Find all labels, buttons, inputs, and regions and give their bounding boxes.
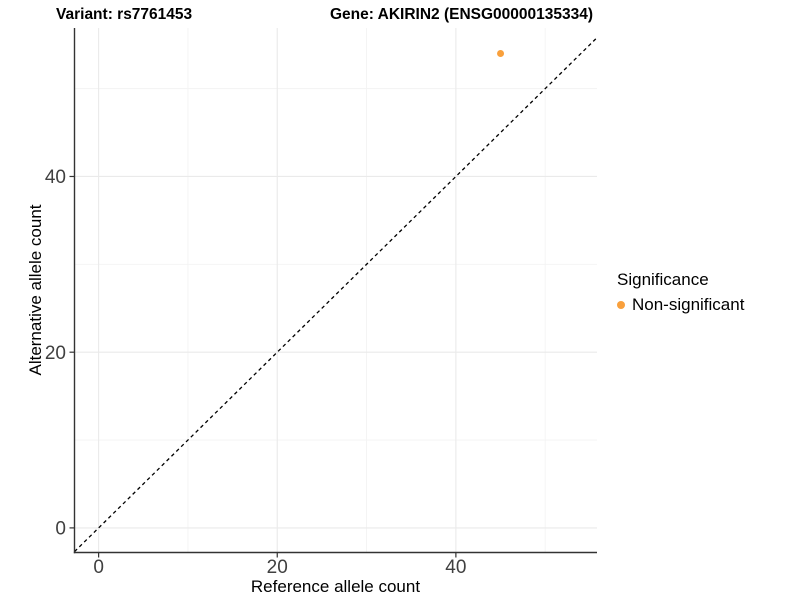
- x-tick-label: 0: [93, 557, 104, 578]
- legend: Significance Non-significant: [617, 270, 744, 315]
- x-axis-title: Reference allele count: [250, 577, 421, 596]
- x-tick-label: 40: [445, 557, 466, 578]
- plot-title-variant: Variant: rs7761453: [56, 6, 193, 23]
- legend-items: Non-significant: [617, 295, 744, 315]
- y-tick-label: 0: [55, 519, 66, 540]
- y-tick-label: 20: [45, 343, 66, 364]
- y-tick-label: 40: [45, 167, 66, 188]
- legend-key-dot-icon: [617, 301, 625, 309]
- identity-line: [74, 37, 598, 553]
- legend-item: Non-significant: [617, 295, 744, 315]
- legend-title: Significance: [617, 270, 709, 289]
- x-tick-label: 20: [267, 557, 288, 578]
- y-axis-title: Alternative allele count: [26, 204, 45, 376]
- plot-title-gene: Gene: AKIRIN2 (ENSG00000135334): [330, 6, 594, 23]
- legend-item-label: Non-significant: [632, 295, 745, 314]
- data-point: [497, 49, 505, 57]
